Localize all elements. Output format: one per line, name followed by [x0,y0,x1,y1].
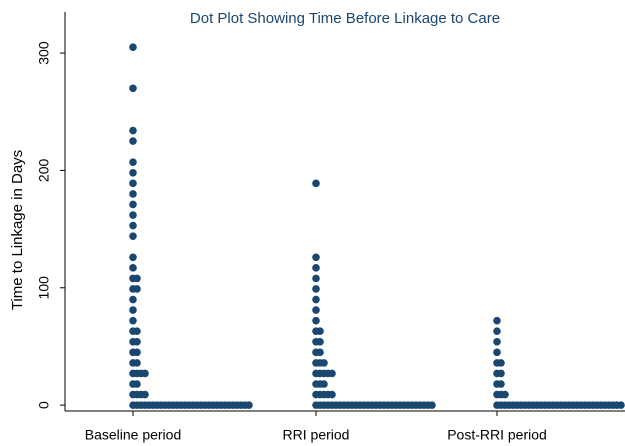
dot [497,369,505,378]
dot [141,390,149,399]
dot [312,274,320,283]
x-tick-label: Baseline period [85,427,182,443]
y-tick-label: 100 [36,276,52,300]
dot [316,337,324,346]
dot [312,306,320,314]
dot [320,380,328,388]
y-tick-label: 0 [36,401,52,409]
dot [133,274,141,283]
dot [312,295,320,304]
dot [129,306,137,314]
dot [141,369,149,378]
dot [129,126,137,135]
dot [617,401,625,409]
dot [316,348,324,357]
dot [493,337,501,346]
dot [328,369,336,378]
dot [312,285,320,293]
dot [129,137,137,145]
dot [129,221,137,230]
dot [133,285,141,293]
dot [328,390,336,399]
dot [428,401,436,409]
dot [129,43,137,52]
dot [129,253,137,262]
dot [312,253,320,262]
dot [312,316,320,325]
dot [129,200,137,209]
dot [129,179,137,188]
x-tick-label: Post-RRI period [447,427,547,443]
dot [493,316,501,325]
dot [129,316,137,325]
dot [497,359,505,367]
x-tick-label: RRI period [283,427,350,443]
dot [129,158,137,167]
dot [129,84,137,93]
y-axis-title: Time to Linkage in Days [9,150,26,310]
dot [312,264,320,272]
dot [133,359,141,367]
dot [493,327,501,336]
dot [129,190,137,198]
dot [316,327,324,336]
dot [493,348,501,357]
dot [320,359,328,367]
dot [129,232,137,240]
dot [133,337,141,346]
dot [133,327,141,336]
chart-title: Dot Plot Showing Time Before Linkage to … [190,10,500,27]
dot [497,380,505,388]
dot [245,401,253,409]
dot [129,211,137,219]
dot [133,380,141,388]
dot [312,179,320,188]
dot [129,295,137,304]
dot [129,168,137,177]
dot [501,390,509,399]
y-tick-label: 200 [36,159,52,183]
y-tick-label: 300 [36,41,52,65]
dot [129,264,137,272]
dot [133,348,141,357]
